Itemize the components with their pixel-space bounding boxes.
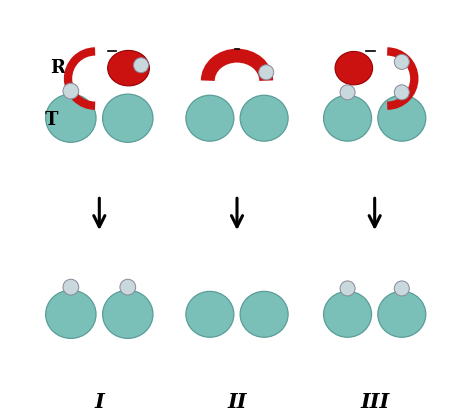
Text: R: R xyxy=(50,59,65,77)
Ellipse shape xyxy=(335,52,373,85)
Circle shape xyxy=(259,65,273,80)
Ellipse shape xyxy=(378,291,426,337)
Text: II: II xyxy=(227,392,247,412)
Circle shape xyxy=(63,279,79,295)
Circle shape xyxy=(394,281,410,296)
Text: III: III xyxy=(360,392,389,412)
Ellipse shape xyxy=(324,291,372,337)
Ellipse shape xyxy=(240,95,288,141)
Ellipse shape xyxy=(108,50,149,86)
Ellipse shape xyxy=(186,95,234,141)
Circle shape xyxy=(394,85,410,100)
Ellipse shape xyxy=(378,95,426,141)
Ellipse shape xyxy=(240,291,288,337)
Text: T: T xyxy=(45,111,58,129)
Circle shape xyxy=(340,281,355,296)
Ellipse shape xyxy=(324,95,372,141)
Ellipse shape xyxy=(102,94,153,142)
Circle shape xyxy=(63,83,79,99)
Circle shape xyxy=(134,58,148,73)
Ellipse shape xyxy=(102,290,153,339)
Ellipse shape xyxy=(46,94,96,142)
Circle shape xyxy=(340,85,355,100)
Circle shape xyxy=(120,279,136,295)
Ellipse shape xyxy=(46,290,96,339)
Ellipse shape xyxy=(186,291,234,337)
Text: I: I xyxy=(94,392,104,412)
Text: D: D xyxy=(129,59,145,77)
Circle shape xyxy=(394,54,410,69)
